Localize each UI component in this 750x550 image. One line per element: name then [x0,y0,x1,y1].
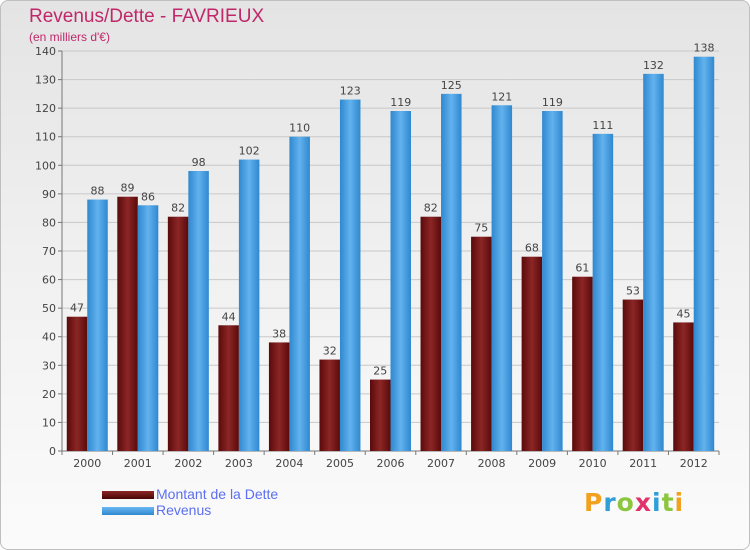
bar-revenus [390,111,411,451]
chart-subtitle: (en milliers d'€) [29,30,110,44]
data-label-revenus: 121 [491,90,512,103]
data-label-revenus: 119 [542,96,563,109]
bar-revenus [441,93,462,451]
x-tick-label: 2004 [275,457,303,470]
data-label-revenus: 110 [289,122,310,135]
data-label-dette: 82 [171,202,185,215]
data-label-dette: 45 [676,307,690,320]
data-label-revenus: 123 [340,85,361,98]
y-tick-label: 0 [49,445,56,458]
bar-dette [572,276,593,451]
data-label-dette: 25 [373,365,387,378]
data-label-dette: 44 [222,310,236,323]
data-label-revenus: 98 [192,156,206,169]
data-label-revenus: 111 [592,119,613,132]
x-tick-label: 2012 [680,457,708,470]
legend-swatch-revenus [102,507,154,515]
logo-letter: o [616,488,635,517]
chart-title: Revenus/Dette - FAVRIEUX [29,6,265,27]
bar-dette [167,216,189,451]
x-tick-label: 2000 [73,457,101,470]
bar-dette [268,342,290,451]
y-tick-label: 120 [35,102,56,115]
bar-revenus [289,136,310,451]
x-tick-label: 2010 [579,457,607,470]
legend-label-dette: Montant de la Dette [156,486,279,502]
y-tick-label: 20 [42,388,56,401]
logo-letter: r [603,488,617,517]
x-tick-label: 2007 [427,457,455,470]
y-tick-label: 10 [42,416,56,429]
data-label-revenus: 102 [239,145,260,158]
legend-label-revenus: Revenus [156,502,212,518]
bar-revenus [137,205,159,451]
x-tick-label: 2003 [225,457,253,470]
data-label-revenus: 138 [693,42,714,55]
bar-dette [66,316,88,451]
data-label-dette: 47 [70,302,84,315]
bar-revenus [491,105,513,452]
x-tick-label: 2005 [326,457,354,470]
y-tick-label: 60 [42,274,56,287]
bar-revenus [339,99,361,452]
y-tick-label: 90 [42,188,56,201]
logo-letter: i [652,488,662,517]
logo-letter: P [584,488,604,517]
legend-swatch-dette [102,491,154,499]
y-tick-label: 100 [35,159,56,172]
y-tick-label: 80 [42,216,56,229]
x-tick-label: 2002 [174,457,202,470]
data-label-dette: 53 [626,285,640,298]
x-tick-label: 2008 [478,457,506,470]
bar-revenus [693,56,715,451]
y-tick-label: 40 [42,331,56,344]
proxiti-logo: Proxiti [584,488,684,517]
x-tick-label: 2006 [377,457,405,470]
data-label-revenus: 88 [91,185,105,198]
y-tick-label: 130 [35,74,56,87]
bar-dette [622,299,644,451]
bar-dette [673,322,694,451]
data-label-revenus: 132 [643,59,664,72]
y-tick-label: 70 [42,245,56,258]
bar-revenus [542,111,563,451]
x-tick-label: 2011 [629,457,657,470]
data-label-dette: 38 [272,327,286,340]
bar-dette [420,216,442,451]
data-label-dette: 75 [474,222,488,235]
logo-letter: x [634,488,652,517]
y-tick-label: 110 [35,131,56,144]
logo-letter: t [661,488,675,517]
bar-revenus [592,133,614,451]
y-tick-label: 140 [35,45,56,58]
bar-revenus [238,159,260,452]
bar-dette [117,196,138,451]
data-label-dette: 61 [575,262,589,275]
bar-dette [370,379,391,451]
y-tick-label: 30 [42,359,56,372]
bar-dette [218,325,239,451]
y-tick-label: 50 [42,302,56,315]
proxiti-logo-text: Proxiti [584,488,684,517]
bar-revenus [188,171,209,451]
data-label-dette: 89 [121,182,135,195]
bar-revenus [643,73,664,451]
bar-dette [521,256,543,451]
bar-dette [319,359,340,451]
data-label-dette: 82 [424,202,438,215]
data-label-revenus: 125 [441,79,462,92]
x-tick-label: 2001 [124,457,152,470]
x-tick-label: 2009 [528,457,556,470]
data-label-revenus: 86 [141,190,155,203]
data-label-dette: 32 [323,345,337,358]
data-label-revenus: 119 [390,96,411,109]
data-label-dette: 68 [525,242,539,255]
bar-dette [471,236,492,451]
logo-letter: i [674,488,685,517]
bar-revenus [87,199,108,451]
